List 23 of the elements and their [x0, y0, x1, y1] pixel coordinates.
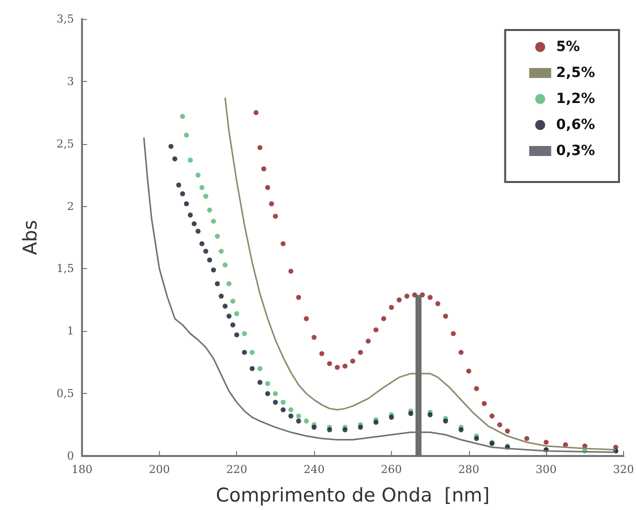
x-tick-label: 200: [148, 463, 170, 476]
x-tick-label: 300: [536, 463, 557, 476]
x-tick-label: 220: [226, 463, 248, 476]
legend-label: 5%: [556, 39, 580, 55]
legend-label: 0,6%: [556, 117, 595, 133]
y-tick-label: 3: [67, 74, 74, 88]
y-tick-label: 2,5: [56, 137, 74, 150]
legend-label: 0,3%: [556, 143, 595, 159]
y-tick-label: 2: [67, 200, 74, 213]
x-axis-title: Comprimento de Onda [nm]: [216, 484, 490, 506]
legend-label: 2,5%: [556, 65, 595, 81]
x-tick-label: 280: [458, 463, 480, 476]
y-axis-title: Abs: [20, 220, 42, 255]
y-tick-label: 1,5: [56, 262, 74, 276]
y-tick-label: 3,5: [56, 12, 74, 26]
x-tick-label: 260: [380, 463, 402, 476]
y-tick-label: 0: [67, 450, 74, 462]
legend-label: 1,2%: [556, 91, 595, 107]
x-tick-label: 240: [304, 463, 325, 476]
x-tick-label: 180: [72, 463, 92, 476]
y-tick-label: 1: [67, 324, 74, 338]
x-tick-label: 320: [613, 463, 634, 476]
y-tick-label: 0,5: [56, 387, 74, 400]
